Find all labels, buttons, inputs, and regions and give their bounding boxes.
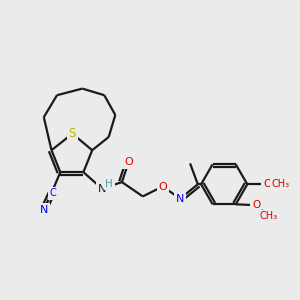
Text: O: O [124,157,133,167]
Text: H: H [105,179,113,189]
Text: N: N [176,194,184,204]
Text: O: O [158,182,167,191]
Text: N: N [40,205,48,214]
Text: N: N [98,184,106,194]
Text: O: O [252,200,260,210]
Text: C: C [49,188,56,198]
Text: S: S [69,127,76,140]
Text: O: O [263,179,271,189]
Text: CH₃: CH₃ [271,179,290,189]
Text: CH₃: CH₃ [259,211,277,221]
